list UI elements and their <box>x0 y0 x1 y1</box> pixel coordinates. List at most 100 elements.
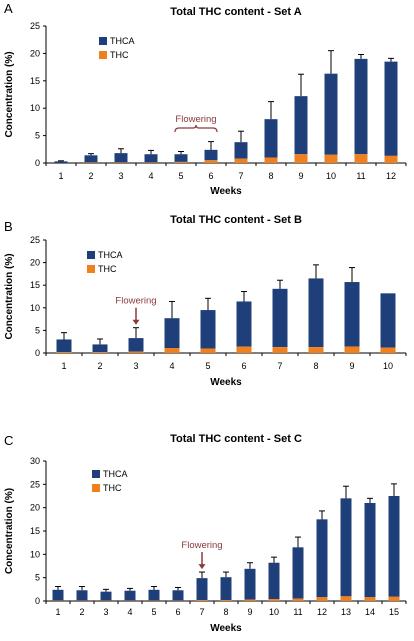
y-tick-label: 25 <box>30 479 40 489</box>
x-tick-label: 7 <box>238 171 243 181</box>
x-tick-label: 1 <box>58 171 63 181</box>
thc-bar <box>365 597 376 601</box>
x-tick-label: 8 <box>268 171 273 181</box>
thc-bar <box>295 154 308 163</box>
x-tick-label: 12 <box>317 607 327 617</box>
y-tick-label: 25 <box>30 21 40 31</box>
thca-bar <box>265 119 278 157</box>
thc-bar <box>115 162 128 163</box>
x-axis-title: Weeks <box>210 186 242 197</box>
thc-bar <box>221 600 232 601</box>
x-tick-label: 1 <box>55 607 60 617</box>
flowering-brace <box>175 125 217 132</box>
y-tick-label: 20 <box>30 503 40 513</box>
thca-bar <box>173 590 184 600</box>
legend-swatch <box>99 51 107 59</box>
thca-bar <box>145 154 158 162</box>
legend-swatch <box>87 265 95 273</box>
thca-bar <box>385 62 398 156</box>
thc-bar <box>145 162 158 163</box>
flowering-arrow-head <box>133 320 140 325</box>
thca-bar <box>53 590 64 601</box>
x-tick-label: 5 <box>178 171 183 181</box>
thc-bar <box>269 599 280 601</box>
x-tick-label: 4 <box>127 607 132 617</box>
thca-bar <box>355 59 368 154</box>
thca-bar <box>165 318 180 348</box>
legend-swatch <box>99 37 107 45</box>
chart-title: Total THC content - Set C <box>170 433 302 445</box>
thca-bar <box>365 503 376 597</box>
thca-bar <box>341 498 352 596</box>
legend-label: THCA <box>103 469 128 479</box>
thca-bar <box>55 161 68 163</box>
y-tick-label: 10 <box>30 549 40 559</box>
flowering-label: Flowering <box>115 296 156 307</box>
thca-bar <box>295 96 308 154</box>
x-tick-label: 8 <box>223 607 228 617</box>
thc-bar <box>201 348 216 353</box>
x-tick-label: 4 <box>169 361 174 371</box>
thc-bar <box>265 158 278 163</box>
flowering-label: Flowering <box>181 540 222 551</box>
legend-swatch <box>87 251 95 259</box>
x-tick-label: 9 <box>349 361 354 371</box>
thc-bar <box>385 156 398 163</box>
thc-bar <box>165 348 180 353</box>
legend-label: THC <box>103 483 122 493</box>
y-tick-label: 0 <box>35 158 40 168</box>
panel-letter: A <box>4 1 13 16</box>
x-axis-title: Weeks <box>210 377 242 388</box>
x-tick-label: 2 <box>97 361 102 371</box>
thca-bar <box>57 339 72 352</box>
y-tick-label: 0 <box>35 596 40 606</box>
thc-bar <box>235 159 248 163</box>
thca-bar <box>235 142 248 158</box>
flowering-annotation: Flowering <box>181 540 222 569</box>
thca-bar <box>293 547 304 598</box>
thc-bar <box>93 352 108 353</box>
x-tick-label: 4 <box>148 171 153 181</box>
x-tick-label: 5 <box>151 607 156 617</box>
y-tick-label: 10 <box>30 303 40 313</box>
legend-swatch <box>92 484 100 492</box>
thca-bar <box>221 577 232 600</box>
chart-title: Total THC content - Set B <box>170 214 302 226</box>
y-tick-label: 5 <box>35 573 40 583</box>
thc-bar <box>245 600 256 601</box>
x-tick-label: 12 <box>386 171 396 181</box>
thca-bar <box>309 278 324 347</box>
thca-bar <box>317 519 328 597</box>
y-tick-label: 0 <box>35 348 40 358</box>
legend-label: THC <box>110 50 129 60</box>
x-tick-label: 6 <box>241 361 246 371</box>
x-tick-label: 6 <box>208 171 213 181</box>
thc-bar <box>293 599 304 601</box>
x-tick-label: 7 <box>277 361 282 371</box>
thca-bar <box>389 496 400 597</box>
thc-bar <box>317 597 328 601</box>
y-tick-label: 15 <box>30 76 40 86</box>
thc-bar <box>341 596 352 601</box>
thca-bar <box>201 310 216 348</box>
x-tick-label: 3 <box>103 607 108 617</box>
x-tick-label: 7 <box>199 607 204 617</box>
thca-bar <box>245 569 256 600</box>
thca-bar <box>77 590 88 600</box>
x-tick-label: 9 <box>298 171 303 181</box>
y-tick-label: 30 <box>30 456 40 466</box>
x-tick-label: 3 <box>118 171 123 181</box>
thca-bar <box>175 154 188 162</box>
y-tick-label: 20 <box>30 48 40 58</box>
x-tick-label: 6 <box>175 607 180 617</box>
flowering-arrow-head <box>199 564 206 569</box>
x-tick-label: 9 <box>247 607 252 617</box>
x-tick-label: 15 <box>389 607 399 617</box>
panel-letter: B <box>4 219 13 234</box>
